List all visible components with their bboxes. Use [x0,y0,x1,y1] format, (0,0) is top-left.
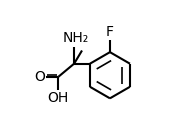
Text: NH₂: NH₂ [62,31,89,45]
Text: F: F [106,25,114,39]
Text: O: O [34,70,45,84]
Text: OH: OH [48,91,69,105]
